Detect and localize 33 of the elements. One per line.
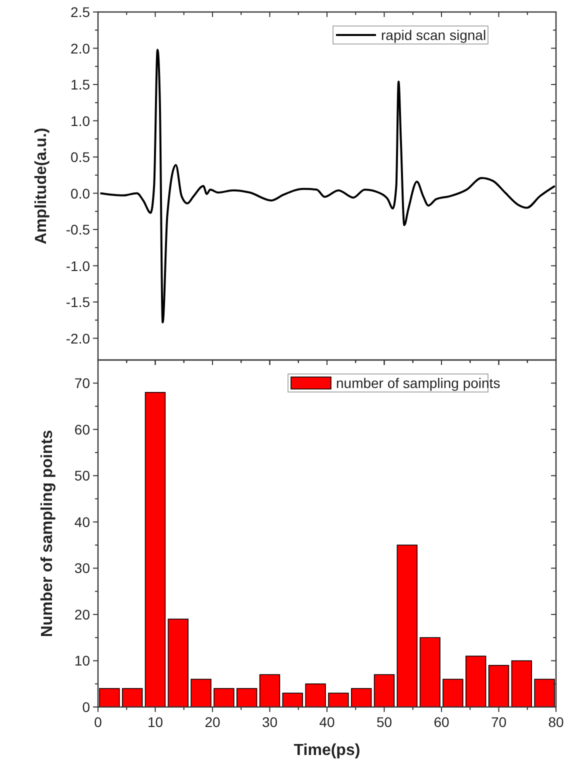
y-tick-label: 2.5 xyxy=(70,4,90,20)
x-tick-label: 0 xyxy=(94,714,102,730)
y-tick-label: 50 xyxy=(74,468,90,484)
x-tick-label: 70 xyxy=(490,714,507,730)
x-tick-label: 20 xyxy=(204,714,220,730)
y-tick-label: 0.5 xyxy=(70,149,90,165)
y-tick-label: 1.0 xyxy=(70,112,90,129)
x-tick-label: 10 xyxy=(147,714,164,730)
x-tick-label: 40 xyxy=(319,714,335,730)
y-tick-label: -1.5 xyxy=(66,294,90,310)
line-series xyxy=(99,48,556,324)
x-tick-label: 80 xyxy=(548,714,564,730)
y-tick-label: 0 xyxy=(82,699,90,715)
x-tick-label: 60 xyxy=(434,714,450,730)
y-tick-label: 30 xyxy=(74,560,90,576)
legend-label: number of sampling points xyxy=(336,375,500,391)
legend-label: rapid scan signal xyxy=(381,27,486,43)
y-axis-title: Amplitude(a.u.) xyxy=(33,128,50,244)
y-tick-label: 0.0 xyxy=(70,185,90,202)
y-tick-label: -2.0 xyxy=(66,330,90,346)
y-tick-label: 2.0 xyxy=(70,40,90,56)
y-tick-label: 70 xyxy=(74,375,90,392)
y-tick-label: 20 xyxy=(74,606,90,622)
x-axis-title: Time(ps) xyxy=(294,742,360,759)
y-tick-label: -1.0 xyxy=(66,258,90,274)
y-axis-title: Number of sampling points xyxy=(39,430,56,638)
y-tick-label: 1.5 xyxy=(70,76,90,92)
y-tick-label: -0.5 xyxy=(66,222,90,238)
x-tick-label: 30 xyxy=(262,714,278,730)
y-tick-label: 40 xyxy=(74,514,90,530)
x-tick-label: 50 xyxy=(376,714,392,730)
y-tick-label: 10 xyxy=(74,652,90,669)
y-tick-label: 60 xyxy=(74,421,90,438)
